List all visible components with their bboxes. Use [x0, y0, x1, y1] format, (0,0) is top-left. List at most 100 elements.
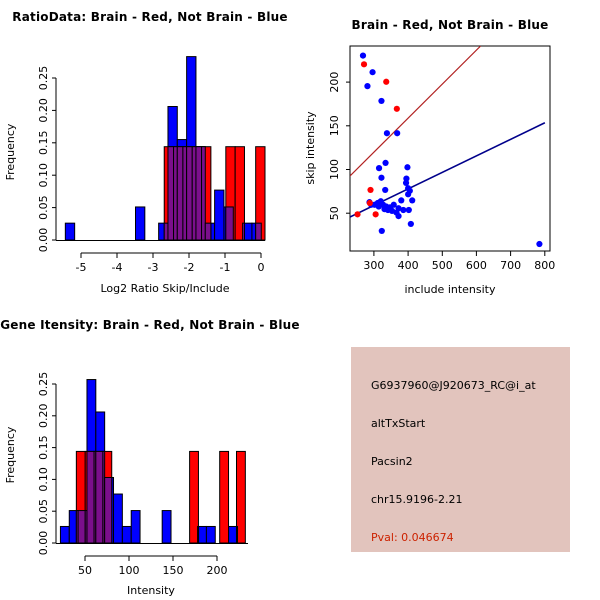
- histogram-bar: [130, 510, 141, 544]
- scatter-panel: Brain - Red, Not Brain - Blue skip inten…: [300, 0, 600, 300]
- ratio-histogram-bars: [64, 56, 266, 241]
- gene-histogram-ylabel: Frequency: [4, 426, 17, 483]
- scatter-point: [359, 52, 367, 59]
- svg-text:0.05: 0.05: [37, 195, 50, 220]
- gene-histogram-bars: [59, 379, 246, 544]
- regression-line: [350, 46, 482, 177]
- histogram-bar-overlap: [104, 476, 113, 544]
- ratio-histogram-panel: RatioData: Brain - Red, Not Brain - Blue…: [0, 0, 300, 300]
- svg-text:0.25: 0.25: [37, 66, 50, 91]
- scatter-svg: skip intensity 50 100 150 200 300 400 50…: [304, 45, 555, 296]
- svg-text:-2: -2: [184, 261, 195, 274]
- ratio-histogram-svg: Frequency 0.00 0.05 0.10 0.15 0.20 0.25: [4, 56, 266, 295]
- svg-text:-5: -5: [76, 261, 87, 274]
- histogram-bar: [64, 222, 76, 241]
- scatter-point: [375, 165, 383, 172]
- histogram-bar: [121, 525, 132, 544]
- svg-text:0: 0: [258, 261, 265, 274]
- scatter-xlabel: include intensity: [404, 283, 496, 296]
- histogram-bar: [134, 206, 146, 241]
- svg-text:0.15: 0.15: [37, 435, 50, 460]
- scatter-y-ticks: 50 100 150 200: [328, 72, 350, 220]
- histogram-bar-overlap: [186, 146, 193, 241]
- scatter-title: Brain - Red, Not Brain - Blue: [351, 18, 549, 32]
- scatter-point: [390, 201, 397, 208]
- svg-text:100: 100: [328, 159, 341, 180]
- scatter-x-ticks: 300 400 500 600 700 800: [363, 251, 555, 272]
- svg-text:-4: -4: [112, 261, 123, 274]
- histogram-bar: [59, 525, 70, 544]
- scatter-point: [393, 105, 400, 112]
- histogram-bar: [205, 525, 216, 544]
- scatter-point: [382, 186, 389, 194]
- scatter-point: [372, 211, 379, 218]
- histogram-bar: [113, 493, 123, 544]
- scatter-point: [366, 199, 373, 207]
- svg-text:150: 150: [328, 115, 341, 136]
- gene-histogram-svg: Frequency 0.00 0.05 0.10 0.15 0.20 0.25 …: [4, 372, 248, 597]
- histogram-bar: [189, 450, 199, 544]
- scatter-point: [378, 97, 385, 105]
- histogram-bar-overlap: [176, 146, 184, 241]
- ratio-x-ticks: -5 -4 -3 -2 -1 0: [76, 252, 265, 274]
- gene-x-ticks: 50 100 150 200: [78, 555, 228, 577]
- scatter-point: [360, 61, 368, 68]
- histogram-bar-overlap: [86, 450, 95, 544]
- histogram-bar-overlap: [204, 222, 212, 241]
- histogram-bar-overlap: [167, 146, 175, 241]
- scatter-point: [395, 205, 402, 212]
- gene-histogram-xlabel: Intensity: [127, 584, 175, 597]
- svg-text:0.05: 0.05: [37, 499, 50, 524]
- scatter-points-and-fits: [350, 46, 546, 248]
- histogram-bar-overlap: [163, 222, 169, 241]
- ratio-histogram-xlabel: Log2 Ratio Skip/Include: [100, 282, 229, 295]
- svg-text:0.20: 0.20: [37, 404, 50, 429]
- svg-text:200: 200: [328, 72, 341, 93]
- svg-text:800: 800: [534, 259, 555, 272]
- scatter-point: [395, 213, 402, 220]
- svg-text:50: 50: [78, 564, 92, 577]
- svg-text:0.25: 0.25: [37, 372, 50, 397]
- histogram-bar-overlap: [201, 146, 206, 241]
- histogram-bar-overlap: [95, 450, 104, 544]
- scatter-point: [400, 206, 407, 214]
- svg-text:150: 150: [163, 564, 184, 577]
- histogram-bar: [214, 189, 225, 241]
- svg-text:-1: -1: [220, 261, 231, 274]
- svg-text:400: 400: [398, 259, 419, 272]
- histogram-bar-overlap: [197, 525, 200, 544]
- scatter-point: [536, 240, 543, 248]
- scatter-point: [367, 186, 374, 194]
- ratio-histogram-title: RatioData: Brain - Red, Not Brain - Blue: [12, 10, 288, 24]
- locus-text: chr15.9196-2.21: [371, 493, 463, 506]
- gene-y-ticks: 0.00 0.05 0.10 0.15 0.20 0.25: [37, 372, 56, 556]
- pval-text: Pval: 0.046674: [371, 531, 454, 544]
- scatter-point: [409, 197, 416, 204]
- svg-text:300: 300: [363, 259, 384, 272]
- gene-info-panel: G6937960@J920673_RC@i_at altTxStart Pacs…: [351, 347, 570, 552]
- scatter-point: [378, 227, 385, 235]
- svg-text:0.15: 0.15: [37, 131, 50, 156]
- gene-histogram-title: Gene Itensity: Brain - Red, Not Brain - …: [0, 318, 300, 332]
- histogram-bar: [235, 450, 246, 544]
- scatter-point: [382, 159, 389, 166]
- svg-text:50: 50: [328, 206, 341, 220]
- svg-text:500: 500: [432, 259, 453, 272]
- scatter-point: [364, 83, 371, 90]
- svg-text:0.00: 0.00: [37, 228, 50, 253]
- svg-text:600: 600: [466, 259, 487, 272]
- histogram-bar-overlap: [173, 146, 178, 241]
- svg-text:0.20: 0.20: [37, 98, 50, 123]
- svg-text:100: 100: [119, 564, 140, 577]
- svg-text:700: 700: [500, 259, 521, 272]
- histogram-bar: [161, 510, 172, 544]
- scatter-point: [398, 197, 405, 204]
- scatter-point: [369, 69, 376, 76]
- probe-id-text: G6937960@J920673_RC@i_at: [371, 379, 536, 392]
- scatter-point: [394, 130, 401, 137]
- histogram-bar: [219, 450, 230, 544]
- svg-text:0.00: 0.00: [37, 531, 50, 556]
- histogram-bar-overlap: [235, 525, 238, 544]
- histogram-bar-overlap: [195, 146, 203, 241]
- histogram-bar: [234, 146, 245, 241]
